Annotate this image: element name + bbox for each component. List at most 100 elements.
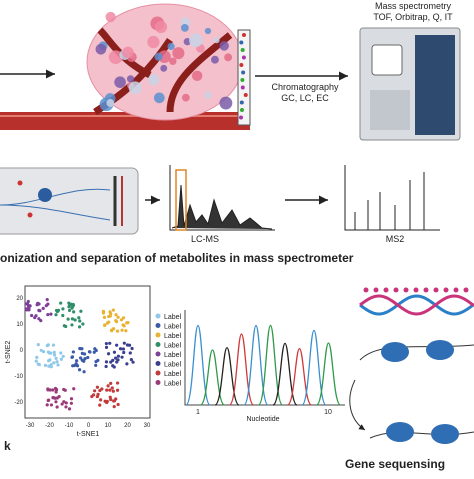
- x-tick-label: 30: [144, 423, 151, 429]
- bead: [240, 48, 245, 52]
- cell: [106, 99, 115, 107]
- legend-marker: [155, 380, 161, 385]
- point: [120, 328, 124, 332]
- methyl-mark: [423, 287, 429, 293]
- chromatography-label: Chromatography: [271, 82, 339, 92]
- point: [70, 355, 74, 359]
- bead: [239, 63, 244, 67]
- point: [115, 360, 119, 364]
- point: [47, 364, 51, 368]
- point: [93, 347, 97, 351]
- x-tick-label: 10: [324, 409, 332, 416]
- legend-label: Label: [164, 352, 182, 359]
- point: [112, 365, 116, 369]
- point: [67, 407, 72, 411]
- point: [128, 351, 132, 355]
- point: [111, 308, 115, 312]
- point: [62, 387, 66, 392]
- ms2-label: MS2: [386, 234, 405, 244]
- point: [110, 386, 114, 390]
- point: [104, 345, 109, 349]
- point: [37, 362, 41, 367]
- point: [79, 309, 83, 313]
- point: [104, 360, 109, 364]
- point: [30, 313, 34, 318]
- ion-path: [0, 188, 111, 221]
- point: [52, 353, 57, 357]
- point: [103, 323, 107, 327]
- ion: [27, 212, 33, 218]
- point: [78, 319, 82, 323]
- left-caption: k: [4, 439, 11, 453]
- point: [44, 304, 48, 308]
- point: [120, 355, 124, 359]
- bead: [241, 55, 246, 60]
- cell: [191, 70, 203, 82]
- point: [115, 343, 119, 347]
- point: [54, 308, 59, 313]
- cell: [105, 11, 116, 23]
- point: [43, 363, 48, 367]
- point: [98, 403, 102, 407]
- point: [59, 301, 63, 305]
- point: [49, 312, 53, 316]
- point: [51, 343, 56, 347]
- cell: [108, 50, 123, 65]
- point: [94, 363, 98, 367]
- cell: [210, 55, 219, 64]
- point: [55, 405, 59, 409]
- legend-label: Label: [164, 324, 182, 331]
- legend-label: Label: [164, 362, 182, 369]
- point: [116, 402, 120, 407]
- point: [61, 354, 65, 358]
- point: [48, 358, 52, 362]
- point: [114, 356, 118, 360]
- bead: [240, 85, 245, 90]
- x-tick-label: -10: [65, 423, 74, 429]
- point: [83, 357, 87, 361]
- highlight: [175, 169, 187, 231]
- point: [66, 317, 70, 321]
- legend-marker: [155, 313, 161, 319]
- point: [56, 363, 60, 367]
- bead: [241, 33, 246, 37]
- cell: [172, 47, 185, 60]
- point: [107, 320, 111, 324]
- dna-helix: [359, 294, 474, 316]
- point: [79, 356, 83, 360]
- point: [88, 350, 92, 354]
- ms-title: Mass spectrometry: [375, 1, 452, 11]
- point: [77, 368, 82, 372]
- point: [55, 360, 59, 364]
- point: [131, 360, 135, 364]
- ion-source-box: [0, 167, 139, 235]
- point: [52, 350, 56, 354]
- cell: [169, 57, 177, 65]
- point: [124, 329, 128, 333]
- bead: [239, 115, 244, 120]
- cell: [160, 64, 168, 72]
- point: [49, 351, 53, 355]
- x-tick-label: 10: [105, 423, 112, 429]
- point: [69, 397, 74, 401]
- point: [95, 385, 100, 389]
- point: [55, 396, 59, 400]
- point: [61, 307, 65, 311]
- point: [72, 310, 76, 314]
- point: [81, 322, 85, 326]
- point: [25, 308, 29, 312]
- point: [71, 350, 75, 354]
- peak: [301, 329, 327, 406]
- cell: [122, 46, 134, 59]
- point: [71, 304, 75, 309]
- point: [129, 357, 133, 362]
- point: [34, 314, 38, 318]
- legend-label: Label: [164, 333, 182, 340]
- legend-marker: [155, 361, 161, 366]
- ms-types: TOF, Orbitrap, Q, IT: [373, 12, 453, 22]
- cell: [219, 41, 229, 51]
- point: [99, 398, 103, 402]
- point: [108, 388, 112, 392]
- point: [37, 317, 41, 321]
